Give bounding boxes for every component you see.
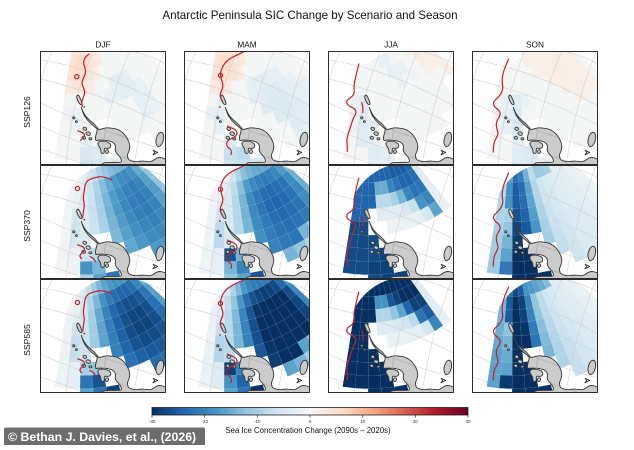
svg-text:0: 0 <box>309 419 312 424</box>
svg-text:30: 30 <box>465 419 471 424</box>
svg-text:SSP585: SSP585 <box>22 324 32 356</box>
svg-text:JJA: JJA <box>384 40 398 50</box>
svg-text:-30: -30 <box>149 419 156 424</box>
svg-text:DJF: DJF <box>95 40 110 50</box>
svg-text:20: 20 <box>413 419 419 424</box>
svg-text:-10: -10 <box>254 419 261 424</box>
svg-text:MAM: MAM <box>237 40 256 50</box>
svg-text:10: 10 <box>360 419 366 424</box>
svg-text:Sea Ice Concentration Change (: Sea Ice Concentration Change (2090s – 20… <box>225 426 391 435</box>
svg-text:© Bethan J. Davies, et al., (2: © Bethan J. Davies, et al., (2026) <box>8 430 196 444</box>
svg-text:SON: SON <box>526 40 544 50</box>
svg-text:SSP370: SSP370 <box>22 210 32 242</box>
svg-text:-20: -20 <box>201 419 208 424</box>
svg-text:Antarctic Peninsula SIC Change: Antarctic Peninsula SIC Change by Scenar… <box>162 9 457 22</box>
svg-text:SSP126: SSP126 <box>22 96 32 128</box>
